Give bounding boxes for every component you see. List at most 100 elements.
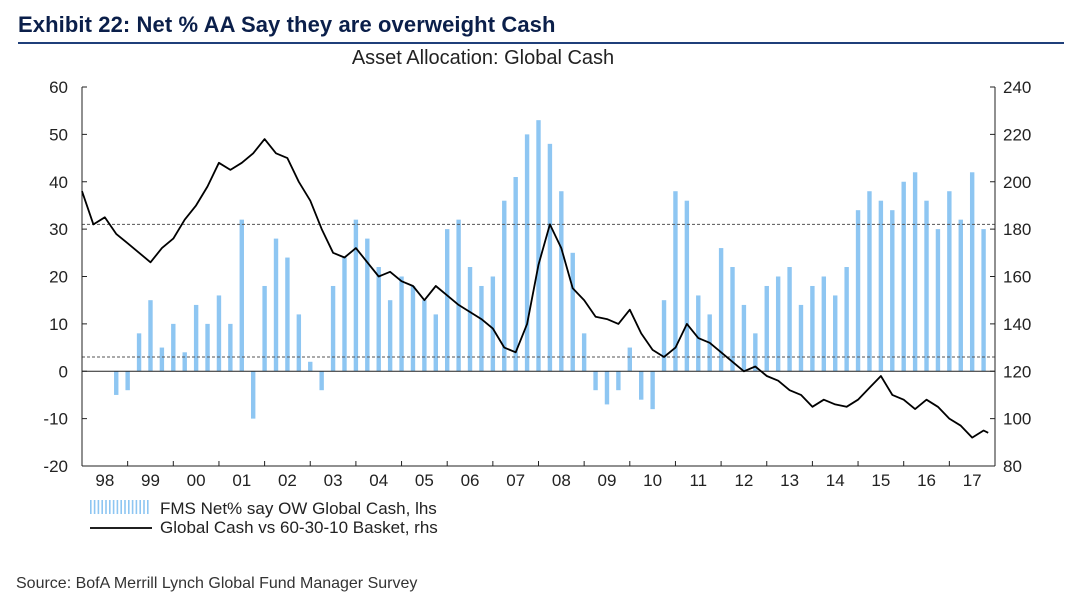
bar — [547, 143, 553, 372]
legend-bar-swatch — [120, 500, 122, 514]
legend-bar-swatch — [112, 500, 115, 514]
x-tick-label: 17 — [963, 471, 982, 490]
bar — [502, 200, 507, 372]
bar — [296, 314, 302, 372]
bar — [490, 276, 496, 372]
right-tick-label: 160 — [1003, 268, 1031, 287]
bar — [627, 347, 632, 372]
line-series — [81, 138, 989, 439]
bar — [228, 323, 233, 372]
bar — [878, 200, 884, 372]
x-tick-label: 08 — [552, 471, 571, 490]
bar — [616, 371, 621, 391]
legend-label-line: Global Cash vs 60-30-10 Basket, rhs — [160, 518, 438, 537]
bar — [661, 300, 667, 372]
x-tick-label: 00 — [187, 471, 206, 490]
bar — [125, 371, 130, 391]
bar — [604, 371, 610, 405]
bar — [684, 200, 690, 372]
bar — [445, 229, 450, 372]
left-tick-label: 30 — [49, 220, 68, 239]
bar — [730, 267, 735, 372]
chart-title: Asset Allocation: Global Cash — [352, 47, 614, 69]
right-tick-label: 120 — [1003, 362, 1031, 381]
bar — [273, 238, 279, 372]
bar — [216, 295, 222, 372]
bar — [422, 300, 427, 372]
x-tick-label: 03 — [324, 471, 343, 490]
bar — [718, 248, 724, 372]
right-tick-label: 180 — [1003, 220, 1031, 239]
bar — [844, 267, 849, 372]
bar — [810, 285, 815, 372]
bar — [182, 352, 187, 372]
right-tick-label: 240 — [1003, 78, 1031, 97]
x-tick-label: 11 — [689, 471, 707, 490]
bar — [559, 191, 564, 372]
x-tick-label: 04 — [369, 471, 388, 490]
left-tick-label: -10 — [43, 410, 68, 429]
bar — [479, 285, 484, 372]
x-tick-label: 06 — [461, 471, 480, 490]
bar — [239, 219, 244, 372]
left-tick-label: 0 — [59, 362, 68, 381]
exhibit-title: Exhibit 22: Net % AA Say they are overwe… — [18, 12, 556, 37]
bar — [764, 285, 769, 372]
bar — [410, 285, 416, 372]
bar — [365, 238, 370, 372]
bar — [330, 285, 336, 372]
bar — [741, 304, 747, 372]
bar — [262, 285, 267, 372]
left-tick-label: 40 — [49, 173, 68, 192]
x-tick-label: 99 — [141, 471, 160, 490]
right-tick-label: 100 — [1003, 410, 1031, 429]
right-tick-label: 140 — [1003, 315, 1031, 334]
bar — [570, 252, 575, 372]
bar — [593, 371, 598, 391]
legend-bar-swatch — [128, 500, 130, 514]
bar — [798, 304, 804, 372]
bar — [285, 257, 290, 372]
bar — [319, 371, 324, 391]
bar — [342, 257, 347, 372]
bar — [171, 323, 176, 372]
legend-bar-swatch — [93, 500, 96, 514]
bar — [205, 323, 210, 372]
legend-bar-swatch — [105, 500, 107, 514]
bar — [353, 219, 359, 372]
left-tick-label: 20 — [49, 268, 68, 287]
left-tick-label: 50 — [49, 125, 68, 144]
bar — [867, 191, 872, 372]
legend-bar-swatch — [124, 500, 126, 514]
bar — [650, 371, 655, 410]
axes: -20-100102030405060801001201401601802002… — [43, 78, 1031, 490]
bar — [399, 276, 404, 372]
legend-bar-swatch — [147, 500, 149, 514]
line-path — [81, 138, 989, 439]
bar — [513, 177, 518, 372]
bar — [250, 371, 256, 419]
bar — [433, 314, 438, 372]
x-tick-label: 14 — [826, 471, 845, 490]
bar — [159, 347, 165, 372]
x-tick-label: 05 — [415, 471, 434, 490]
x-tick-label: 13 — [780, 471, 799, 490]
right-tick-label: 220 — [1003, 125, 1031, 144]
x-tick-label: 16 — [917, 471, 936, 490]
left-tick-label: -20 — [43, 457, 68, 476]
bar — [376, 267, 381, 372]
left-tick-label: 10 — [49, 315, 68, 334]
right-tick-label: 80 — [1003, 457, 1022, 476]
legend-bar-swatch — [101, 500, 103, 514]
x-tick-label: 98 — [95, 471, 114, 490]
bar — [833, 295, 838, 372]
bars-series — [114, 120, 986, 419]
bar — [387, 300, 393, 372]
reference-lines — [82, 223, 995, 358]
x-tick-label: 01 — [232, 471, 251, 490]
x-tick-label: 15 — [871, 471, 890, 490]
legend-bar-swatch — [97, 500, 100, 514]
bar — [536, 120, 541, 372]
bar — [890, 210, 895, 372]
